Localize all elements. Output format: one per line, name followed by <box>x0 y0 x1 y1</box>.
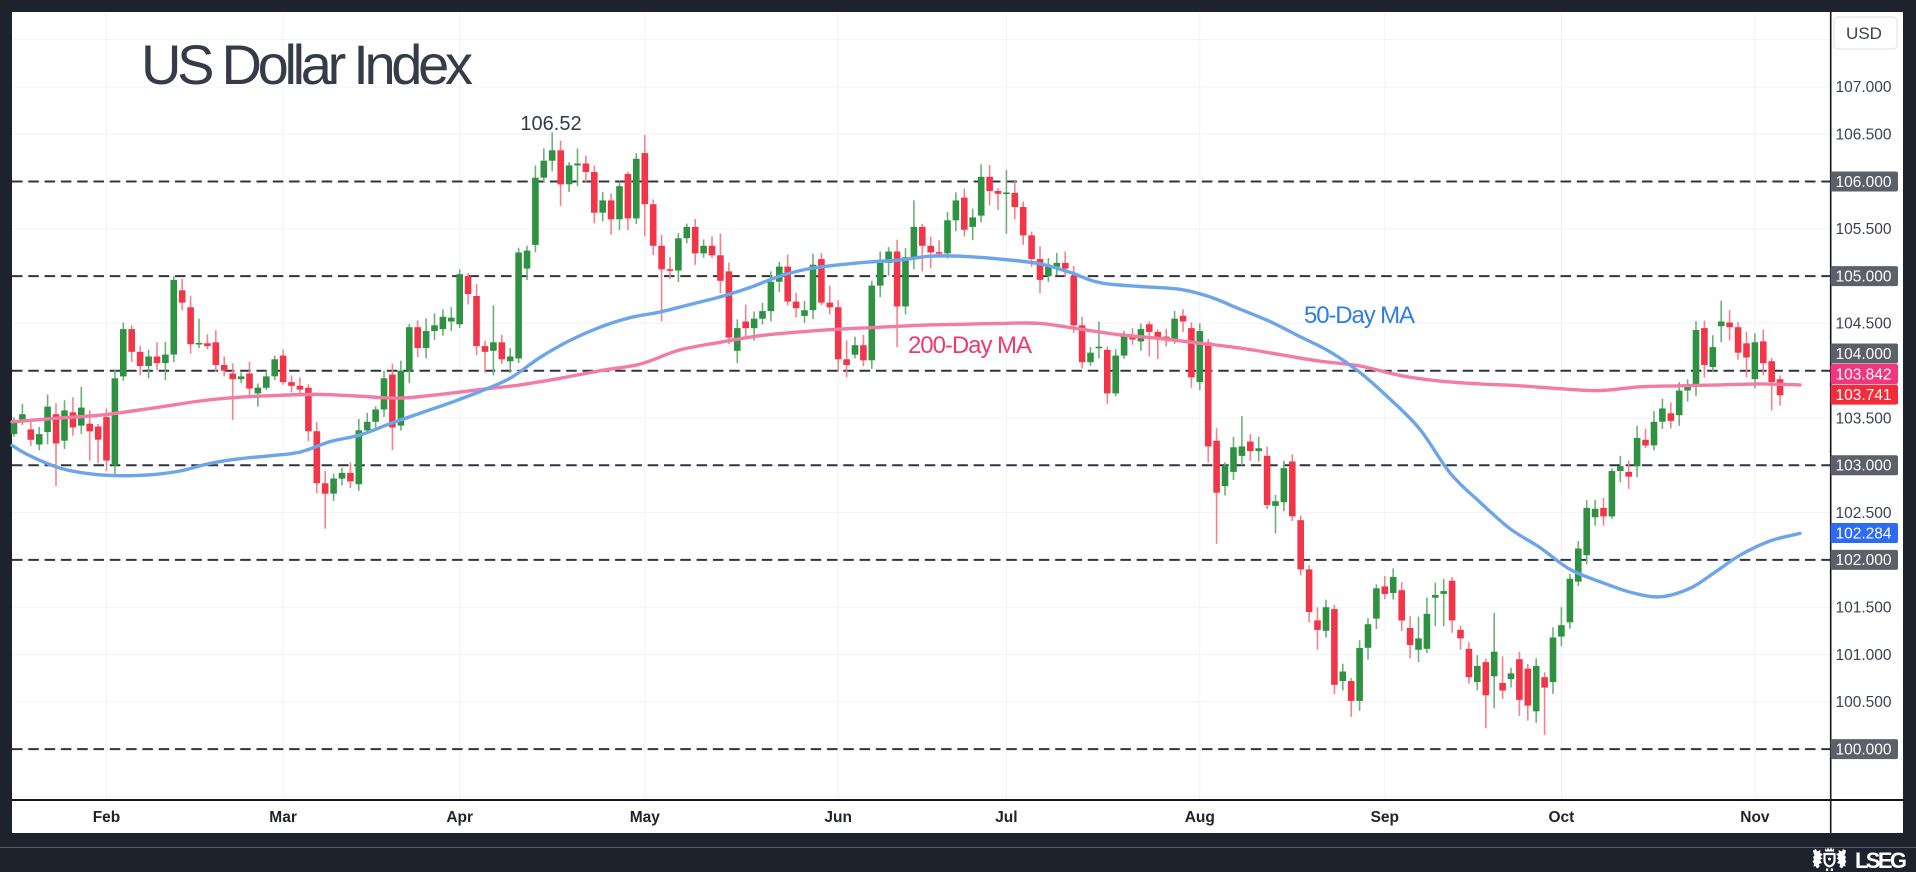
svg-text:US Dollar Index: US Dollar Index <box>141 33 473 96</box>
svg-text:103.500: 103.500 <box>1835 410 1891 427</box>
svg-text:Feb: Feb <box>93 809 121 826</box>
svg-text:100.000: 100.000 <box>1835 741 1891 758</box>
svg-text:USD: USD <box>1846 24 1882 43</box>
svg-text:200-Day MA: 200-Day MA <box>908 332 1032 359</box>
svg-text:50-Day MA: 50-Day MA <box>1304 302 1415 329</box>
svg-text:105.500: 105.500 <box>1835 221 1891 238</box>
svg-text:Sep: Sep <box>1371 809 1399 826</box>
svg-text:103.741: 103.741 <box>1835 387 1891 404</box>
svg-text:104.500: 104.500 <box>1835 316 1891 333</box>
svg-text:104.000: 104.000 <box>1835 346 1891 363</box>
svg-text:102.000: 102.000 <box>1835 552 1891 569</box>
svg-text:Mar: Mar <box>269 809 297 826</box>
svg-text:May: May <box>630 809 661 826</box>
svg-text:101.000: 101.000 <box>1835 647 1891 664</box>
svg-text:100.500: 100.500 <box>1835 694 1891 711</box>
svg-text:102.284: 102.284 <box>1835 525 1891 542</box>
svg-text:102.500: 102.500 <box>1835 505 1891 522</box>
svg-text:101.500: 101.500 <box>1835 600 1891 617</box>
svg-text:Jun: Jun <box>824 809 852 826</box>
svg-text:106.52: 106.52 <box>520 113 581 135</box>
svg-text:106.000: 106.000 <box>1835 174 1891 191</box>
svg-text:103.000: 103.000 <box>1835 458 1891 475</box>
svg-text:LSEG: LSEG <box>1855 848 1907 872</box>
svg-text:Aug: Aug <box>1185 809 1215 826</box>
svg-text:Jul: Jul <box>995 809 1017 826</box>
svg-text:106.500: 106.500 <box>1835 127 1891 144</box>
svg-text:107.000: 107.000 <box>1835 79 1891 96</box>
svg-text:Apr: Apr <box>446 809 473 826</box>
svg-text:105.000: 105.000 <box>1835 268 1891 285</box>
svg-text:Nov: Nov <box>1740 809 1770 826</box>
svg-text:Oct: Oct <box>1548 809 1574 826</box>
svg-text:103.842: 103.842 <box>1835 366 1891 383</box>
